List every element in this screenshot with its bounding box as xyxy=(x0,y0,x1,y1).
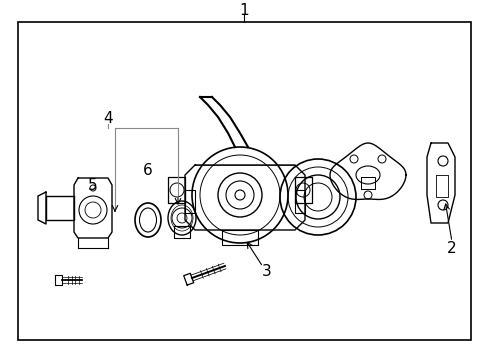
Text: 2: 2 xyxy=(446,240,456,256)
Text: 3: 3 xyxy=(262,265,271,279)
Text: 4: 4 xyxy=(103,111,113,126)
Text: 5: 5 xyxy=(88,177,98,193)
Bar xyxy=(18,22,470,340)
Text: 1: 1 xyxy=(239,3,248,18)
Text: 6: 6 xyxy=(143,162,153,177)
